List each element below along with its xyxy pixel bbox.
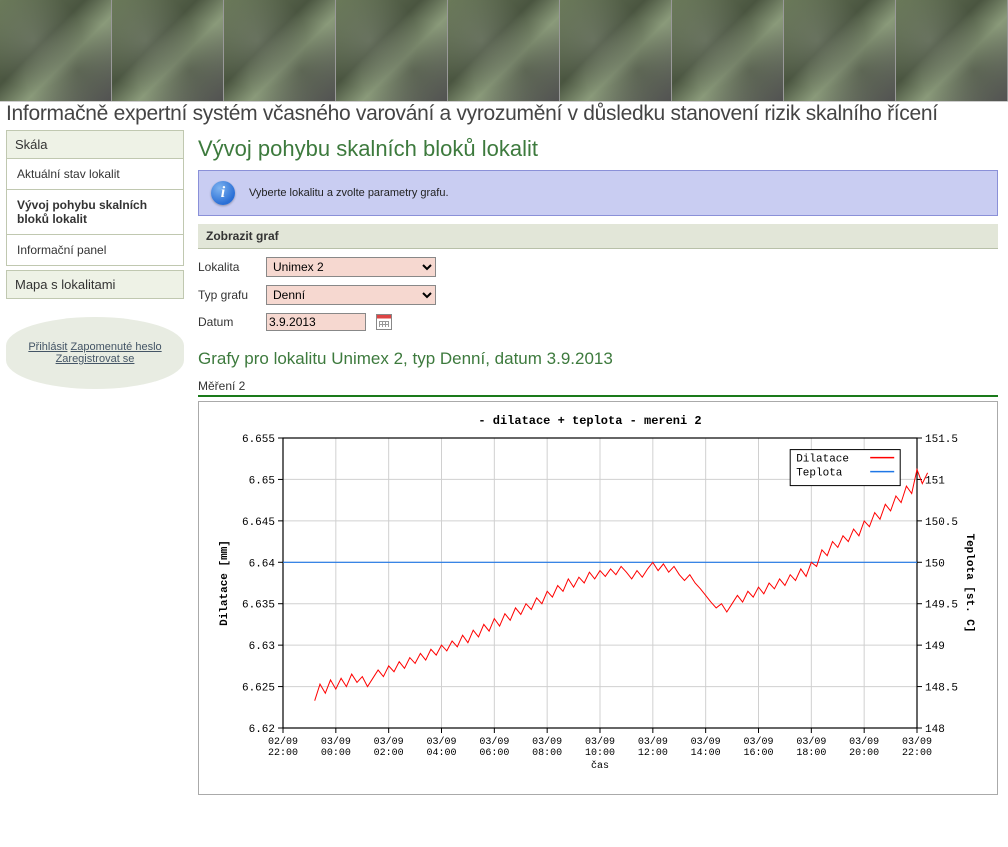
info-box: i Vyberte lokalitu a zvolte parametry gr…	[198, 170, 998, 216]
link-zaregistrovat[interactable]: Zaregistrovat se	[56, 353, 135, 365]
sidebar-item-informacni-panel[interactable]: Informační panel	[7, 234, 183, 265]
svg-text:16:00: 16:00	[743, 748, 773, 759]
svg-text:02:00: 02:00	[374, 748, 404, 759]
svg-text:18:00: 18:00	[796, 748, 826, 759]
mereni-label: Měření 2	[198, 379, 998, 393]
svg-text:6.63: 6.63	[249, 641, 275, 653]
svg-text:150: 150	[925, 558, 945, 570]
page-title: Vývoj pohybu skalních bloků lokalit	[198, 136, 998, 162]
svg-text:Teplota: Teplota	[796, 468, 843, 480]
link-zapomenute-heslo[interactable]: Zapomenuté heslo	[71, 341, 162, 353]
svg-text:03/09: 03/09	[849, 736, 879, 748]
svg-text:6.62: 6.62	[249, 724, 275, 736]
svg-text:150.5: 150.5	[925, 517, 958, 529]
svg-text:04:00: 04:00	[426, 748, 456, 759]
svg-text:6.65: 6.65	[249, 475, 275, 487]
svg-text:148.5: 148.5	[925, 683, 958, 695]
svg-text:6.625: 6.625	[242, 683, 275, 695]
login-box: Přihlásit Zapomenuté heslo Zaregistrovat…	[6, 317, 184, 389]
label-typ-grafu: Typ grafu	[198, 288, 256, 302]
svg-text:Teplota [st. C]: Teplota [st. C]	[963, 533, 975, 632]
svg-text:149: 149	[925, 641, 945, 653]
sidebar-section-mapa[interactable]: Mapa s lokalitami	[6, 270, 184, 299]
svg-text:20:00: 20:00	[849, 748, 879, 759]
svg-text:6.64: 6.64	[249, 558, 276, 570]
sidebar-item-vyvoj-pohybu[interactable]: Vývoj pohybu skalních bloků lokalit	[7, 189, 183, 234]
banner-photo	[560, 0, 672, 101]
mereni-divider	[198, 395, 998, 397]
header-banner	[0, 0, 1008, 102]
banner-photo	[224, 0, 336, 101]
banner-photo	[112, 0, 224, 101]
main-content: Vývoj pohybu skalních bloků lokalit i Vy…	[190, 128, 1008, 805]
svg-text:12:00: 12:00	[638, 748, 668, 759]
label-lokalita: Lokalita	[198, 260, 256, 274]
banner-photo	[784, 0, 896, 101]
svg-text:06:00: 06:00	[479, 748, 509, 759]
svg-text:22:00: 22:00	[902, 748, 932, 759]
link-prihlasit[interactable]: Přihlásit	[28, 341, 67, 353]
banner-photo	[896, 0, 1008, 101]
banner-photo	[0, 0, 112, 101]
svg-text:Dilatace: Dilatace	[796, 454, 849, 466]
svg-text:03/09: 03/09	[321, 736, 351, 748]
site-title: Informačně expertní systém včasného varo…	[0, 102, 1008, 128]
svg-text:Dilatace [mm]: Dilatace [mm]	[219, 540, 231, 626]
sidebar: Skála Aktuální stav lokalit Vývoj pohybu…	[0, 128, 190, 395]
svg-text:03/09: 03/09	[743, 736, 773, 748]
label-datum: Datum	[198, 315, 256, 329]
form-heading: Zobrazit graf	[198, 224, 998, 249]
svg-text:- dilatace + teplota - mereni: - dilatace + teplota - mereni 2	[478, 414, 701, 428]
calendar-icon[interactable]	[376, 314, 392, 330]
chart-container: - dilatace + teplota - mereni 2 6.62 6.625…	[198, 401, 998, 795]
info-icon: i	[211, 181, 235, 205]
svg-text:00:00: 00:00	[321, 748, 351, 759]
svg-text:03/09: 03/09	[902, 736, 932, 748]
svg-text:148: 148	[925, 724, 945, 736]
chart: - dilatace + teplota - mereni 2 6.62 6.625…	[205, 408, 975, 788]
svg-text:03/09: 03/09	[638, 736, 668, 748]
svg-text:02/09: 02/09	[268, 736, 298, 748]
svg-text:14:00: 14:00	[691, 748, 721, 759]
banner-photo	[448, 0, 560, 101]
svg-text:6.645: 6.645	[242, 517, 275, 529]
info-text: Vyberte lokalitu a zvolte parametry graf…	[249, 187, 449, 199]
banner-photo	[672, 0, 784, 101]
sidebar-section-skala[interactable]: Skála	[6, 130, 184, 159]
svg-text:149.5: 149.5	[925, 600, 958, 612]
svg-text:151: 151	[925, 475, 945, 487]
svg-text:03/09: 03/09	[532, 736, 562, 748]
svg-text:čas: čas	[591, 760, 609, 772]
svg-text:03/09: 03/09	[691, 736, 721, 748]
chart-heading: Grafy pro lokalitu Unimex 2, typ Denní, …	[198, 349, 998, 369]
svg-text:03/09: 03/09	[479, 736, 509, 748]
sidebar-item-aktualni-stav[interactable]: Aktuální stav lokalit	[7, 159, 183, 189]
svg-text:08:00: 08:00	[532, 748, 562, 759]
svg-text:03/09: 03/09	[796, 736, 826, 748]
svg-text:03/09: 03/09	[374, 736, 404, 748]
svg-text:151.5: 151.5	[925, 434, 958, 446]
sidebar-list: Aktuální stav lokalit Vývoj pohybu skaln…	[6, 159, 184, 266]
input-datum[interactable]	[266, 313, 366, 331]
select-lokalita[interactable]: Unimex 2	[266, 257, 436, 277]
select-typ-grafu[interactable]: Denní	[266, 285, 436, 305]
banner-photo	[336, 0, 448, 101]
svg-text:10:00: 10:00	[585, 748, 615, 759]
svg-text:03/09: 03/09	[426, 736, 456, 748]
svg-text:6.635: 6.635	[242, 600, 275, 612]
svg-text:03/09: 03/09	[585, 736, 615, 748]
svg-text:6.655: 6.655	[242, 434, 275, 446]
svg-text:22:00: 22:00	[268, 748, 298, 759]
